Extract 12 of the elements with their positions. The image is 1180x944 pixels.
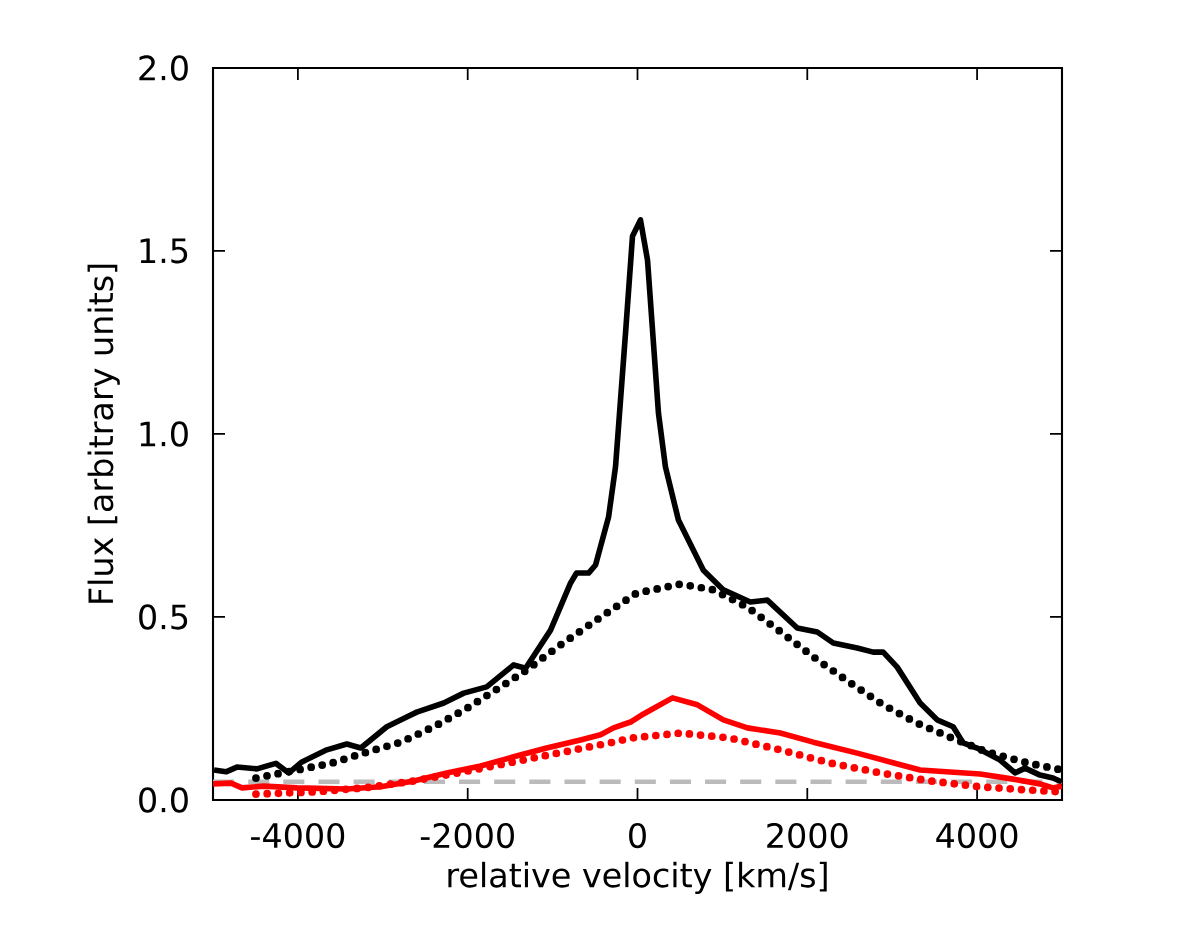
- y-tick-label: 1.5: [140, 238, 188, 264]
- x-tick-label: -2000: [420, 822, 514, 849]
- x-tick-label: 0: [629, 822, 646, 849]
- y-tick-label: 0.0: [139, 787, 188, 813]
- y-tick-label: 2.0: [139, 55, 188, 81]
- x-tick-label: 4000: [936, 822, 1018, 849]
- y-tick-label: 1.0: [140, 421, 188, 447]
- x-tick-label: -4000: [251, 822, 345, 849]
- y-tick-label: 0.5: [139, 604, 188, 630]
- y-axis-title: Flux [arbitrary units]: [87, 264, 120, 603]
- x-tick-label: 2000: [767, 822, 848, 849]
- x-axis-title: relative velocity [km/s]: [448, 861, 827, 895]
